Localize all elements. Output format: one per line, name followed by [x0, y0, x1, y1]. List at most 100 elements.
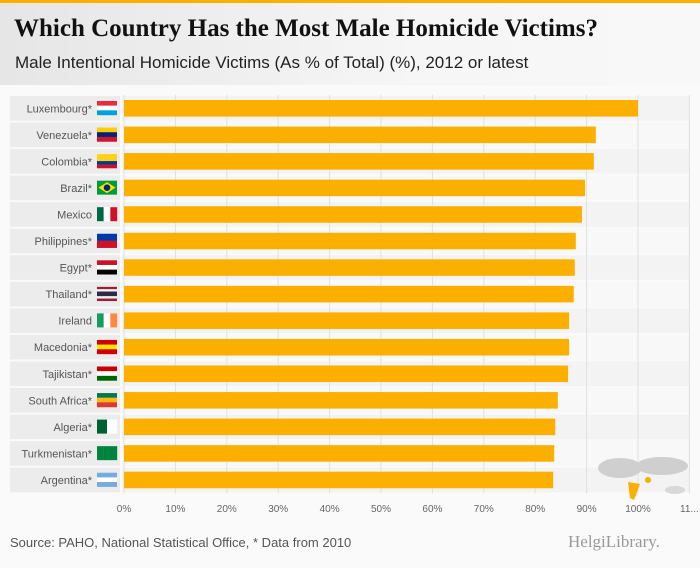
map-landmass	[665, 486, 685, 494]
map-highlight	[645, 477, 651, 483]
flag-part	[97, 110, 117, 116]
flag-icon	[97, 260, 117, 275]
flag-part	[103, 207, 111, 222]
flag-part	[110, 207, 118, 222]
map-landmass	[598, 458, 642, 478]
flag-part	[97, 293, 117, 297]
flag-part	[97, 313, 104, 328]
flag-part	[97, 296, 117, 299]
page-subtitle: Male Intentional Homicide Victims (As % …	[15, 53, 529, 72]
country-label: Algeria*	[53, 422, 92, 434]
flag-part	[97, 132, 117, 138]
flag-part	[97, 101, 117, 106]
flag-part	[97, 157, 117, 162]
top-accent-bar	[0, 0, 700, 3]
flag-part	[110, 446, 118, 461]
flag-part	[97, 161, 117, 165]
map-highlight	[628, 482, 640, 500]
flag-part	[97, 207, 104, 222]
flag-part	[97, 269, 117, 275]
x-tick-label: 30%	[268, 504, 288, 515]
flag-part	[97, 105, 117, 111]
flag-icon	[97, 127, 117, 142]
country-label: Mexico	[57, 209, 92, 221]
x-tick-label: 50%	[371, 504, 391, 515]
flag-part	[97, 233, 117, 241]
flag-icon	[97, 313, 118, 328]
bar-colombia	[124, 153, 594, 170]
flag-part	[97, 154, 117, 158]
bar-venezuela	[124, 126, 596, 144]
country-label: Colombia*	[41, 156, 92, 168]
flag-part	[97, 298, 117, 302]
country-label: Macedonia*	[34, 342, 93, 354]
flag-icon	[97, 339, 117, 355]
flag-part	[97, 349, 117, 355]
bar-ireland	[124, 312, 570, 329]
country-label: Ireland	[58, 316, 92, 328]
flag-part	[97, 375, 117, 381]
world-map-icon	[598, 457, 688, 500]
flag-part	[97, 371, 117, 377]
flag-icon	[97, 419, 118, 434]
bar-macedonia	[124, 338, 570, 356]
flag-part	[97, 344, 117, 350]
flag-part	[97, 136, 117, 142]
flag-icon	[97, 472, 117, 487]
country-label: Luxembourg*	[27, 103, 93, 115]
page-title: Which Country Has the Most Male Homicide…	[14, 15, 598, 42]
flag-part	[97, 393, 117, 398]
flag-part	[97, 419, 108, 434]
x-tick-label: 20%	[217, 504, 237, 515]
country-label: South Africa*	[28, 395, 92, 407]
x-tick-label: 11...	[680, 504, 699, 515]
flag-part	[97, 477, 117, 483]
helgilibrary-logo[interactable]: HelgiLibrary.	[568, 532, 660, 551]
flag-icon	[97, 180, 117, 195]
flag-part	[97, 260, 117, 266]
flag-part	[97, 264, 117, 270]
bar-argentina	[124, 471, 554, 489]
flag-part	[103, 184, 111, 191]
flag-part	[110, 313, 118, 328]
source-note: Source: PAHO, National Statistical Offic…	[10, 535, 352, 550]
country-label: Egypt*	[60, 263, 93, 275]
bar-turkmenistan	[124, 445, 555, 462]
flag-part	[97, 446, 104, 461]
bar-thailand	[124, 285, 574, 303]
header: Which Country Has the Most Male Homicide…	[0, 3, 700, 85]
bar-brazil	[124, 179, 586, 197]
flag-part	[97, 366, 117, 372]
flag-part	[97, 472, 117, 478]
flag-icon	[97, 446, 118, 461]
flag-part	[97, 286, 117, 290]
flag-part	[97, 339, 117, 345]
x-tick-label: 70%	[474, 504, 494, 515]
flag-part	[97, 482, 117, 487]
flag-icon	[97, 366, 117, 381]
bar-philippines	[124, 232, 576, 250]
bar-algeria	[124, 418, 556, 436]
flag-icon	[97, 154, 117, 169]
flag-part	[103, 313, 111, 328]
x-tick-label: 100%	[625, 504, 651, 515]
flag-part	[97, 397, 117, 403]
flag-icon	[97, 233, 117, 248]
flag-part	[107, 419, 118, 434]
country-label: Venezuela*	[36, 130, 92, 142]
country-label: Tajikistan*	[42, 369, 92, 381]
flag-part	[97, 291, 117, 295]
flag-part	[97, 402, 117, 408]
flag-icon	[97, 101, 117, 116]
bar-luxembourg	[124, 100, 638, 117]
country-label: Philippines*	[35, 236, 93, 248]
flag-part	[103, 446, 111, 461]
x-tick-label: 10%	[165, 504, 185, 515]
bar-egypt	[124, 259, 575, 276]
x-tick-label: 0%	[117, 504, 132, 515]
flag-part	[97, 289, 117, 292]
country-label: Thailand*	[46, 289, 93, 301]
map-landmass	[636, 457, 688, 475]
flag-part	[97, 240, 117, 248]
